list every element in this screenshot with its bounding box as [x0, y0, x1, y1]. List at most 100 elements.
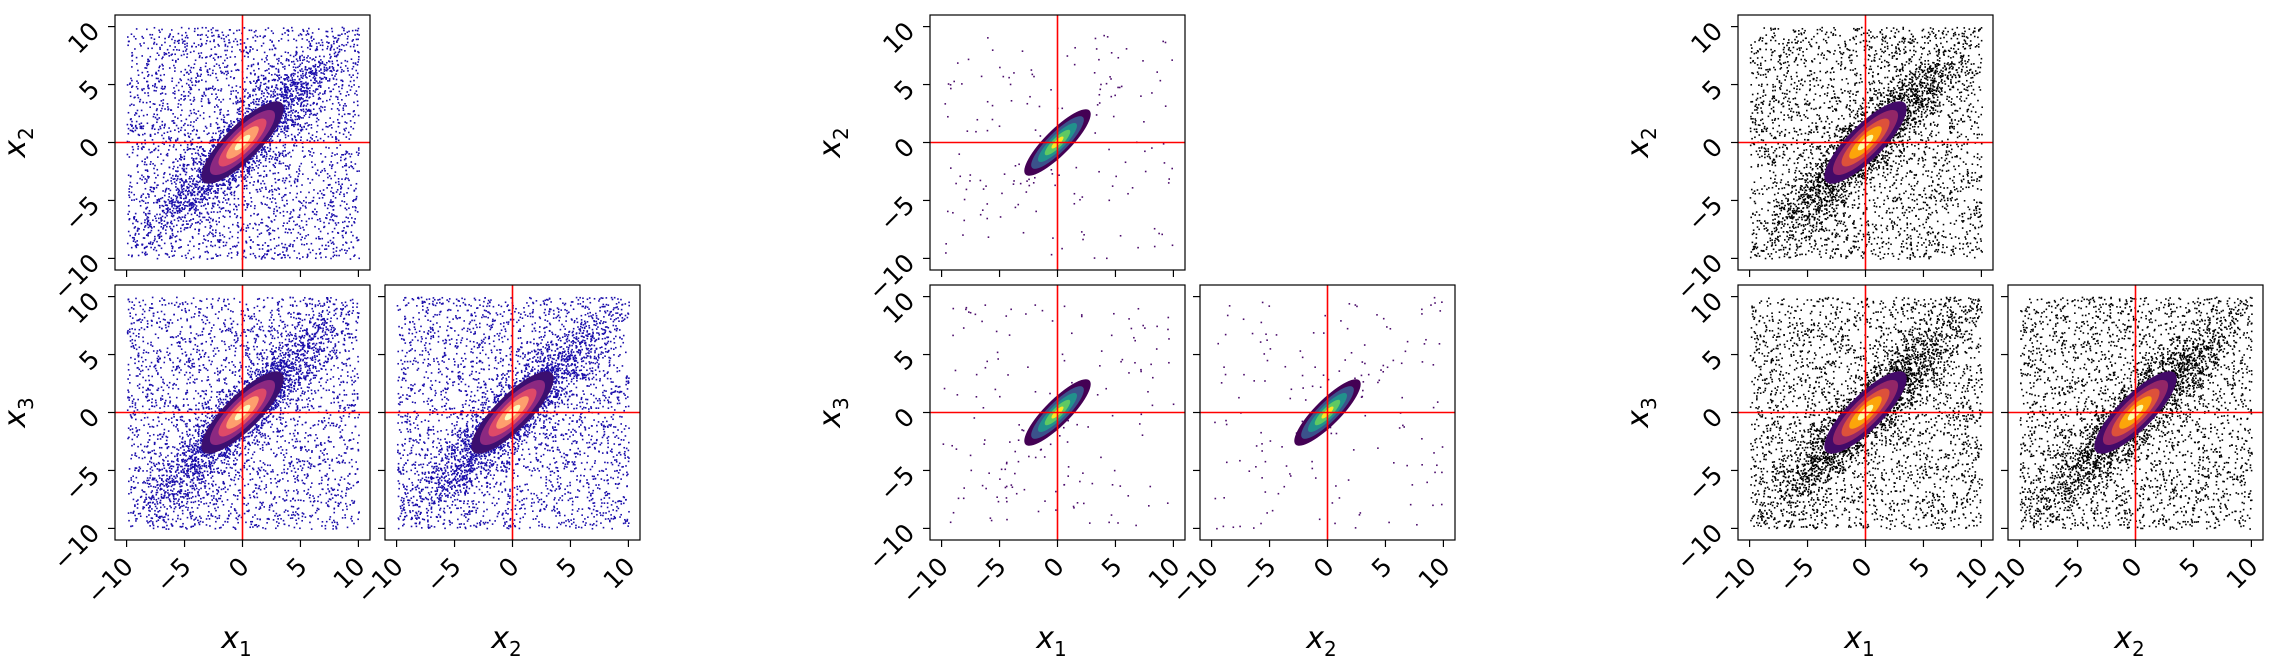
point	[319, 76, 321, 79]
point	[306, 39, 308, 41]
point	[286, 203, 288, 205]
point	[260, 74, 263, 77]
point	[237, 171, 239, 173]
point	[222, 129, 225, 131]
point	[260, 258, 263, 260]
point	[220, 132, 222, 135]
point	[246, 352, 248, 355]
point	[206, 36, 209, 39]
point	[199, 114, 202, 117]
point	[325, 61, 328, 64]
point	[172, 207, 175, 210]
point	[158, 117, 161, 119]
point	[233, 192, 236, 194]
point	[168, 51, 170, 54]
point	[248, 358, 251, 361]
point	[333, 52, 336, 55]
point	[352, 74, 354, 76]
point	[147, 175, 149, 178]
point	[180, 158, 182, 161]
point	[200, 100, 203, 103]
point	[191, 84, 194, 86]
point	[229, 215, 231, 218]
point	[293, 250, 296, 252]
point	[182, 164, 185, 167]
point	[204, 65, 207, 68]
point	[326, 207, 329, 210]
point	[168, 67, 171, 69]
point	[212, 34, 215, 37]
point	[195, 113, 197, 115]
point	[210, 148, 212, 150]
point	[161, 63, 164, 66]
point	[272, 172, 275, 175]
point	[304, 122, 307, 125]
point	[345, 169, 347, 172]
point	[190, 71, 192, 74]
point	[153, 149, 155, 152]
point	[324, 204, 326, 207]
point	[317, 93, 320, 96]
point	[294, 78, 296, 81]
point	[336, 41, 338, 43]
point	[267, 216, 270, 219]
point	[190, 185, 193, 188]
point	[161, 28, 163, 31]
point	[265, 155, 268, 158]
point	[177, 188, 180, 191]
point	[202, 242, 204, 244]
point	[276, 97, 279, 99]
point	[195, 201, 198, 203]
point	[256, 155, 258, 157]
point	[177, 193, 180, 196]
point	[147, 212, 150, 215]
point	[171, 247, 174, 250]
point	[289, 83, 292, 86]
point	[245, 184, 248, 187]
point	[300, 34, 303, 36]
point	[261, 58, 263, 61]
point	[234, 63, 237, 65]
point	[285, 228, 287, 230]
point	[246, 76, 248, 79]
point	[170, 220, 173, 223]
point	[337, 231, 339, 234]
point	[248, 108, 251, 110]
point	[168, 166, 171, 169]
point	[270, 73, 273, 76]
point	[160, 110, 162, 112]
point	[183, 205, 186, 207]
point	[223, 225, 225, 228]
point	[175, 170, 177, 172]
point	[211, 35, 213, 37]
point	[171, 210, 174, 212]
point	[295, 89, 298, 92]
point	[211, 219, 214, 222]
point	[231, 124, 234, 126]
point	[238, 101, 241, 103]
point	[305, 108, 308, 111]
point	[286, 76, 288, 79]
point	[198, 187, 200, 189]
point	[226, 188, 229, 190]
point	[331, 205, 334, 208]
point	[182, 522, 184, 525]
point	[306, 56, 308, 59]
point	[162, 56, 164, 59]
point	[344, 178, 347, 181]
point	[175, 189, 178, 191]
point	[207, 213, 210, 215]
point	[319, 238, 321, 240]
point	[356, 72, 359, 75]
point	[135, 198, 138, 201]
point	[192, 148, 195, 150]
point	[183, 90, 185, 93]
point	[264, 88, 267, 91]
point	[131, 146, 134, 148]
point	[144, 202, 147, 204]
point	[227, 179, 230, 181]
point	[237, 168, 240, 171]
point	[197, 34, 199, 36]
point	[181, 42, 184, 44]
point	[331, 70, 333, 73]
